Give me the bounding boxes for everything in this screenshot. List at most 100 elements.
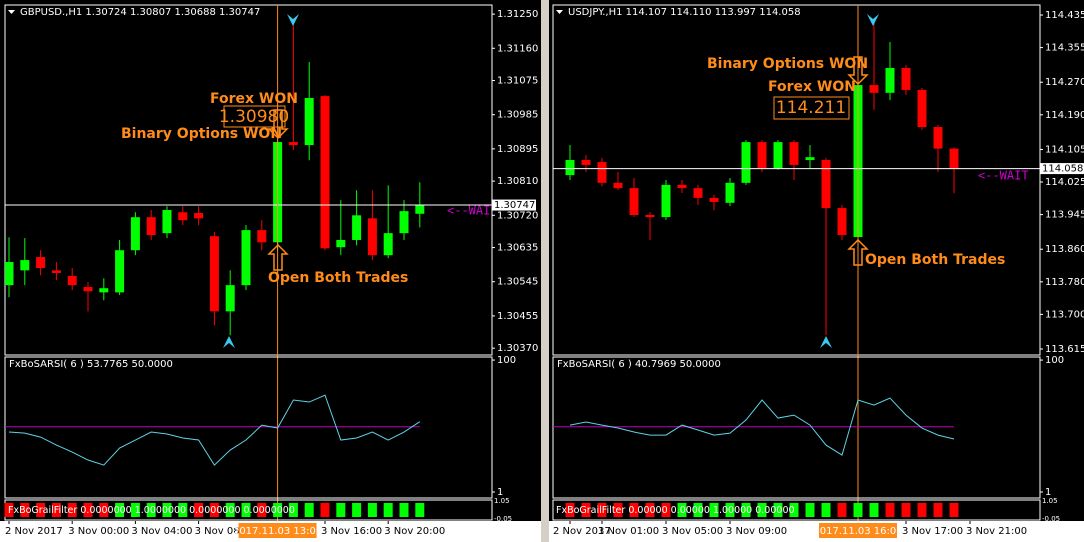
candle-body	[693, 188, 703, 198]
x-tick-label: 2 Nov 2017	[5, 526, 63, 537]
y-tick-label: 113.615	[1045, 344, 1084, 355]
annotation: Open Both Trades	[268, 270, 408, 286]
filter-bar	[83, 503, 93, 517]
annotation: Binary Options WON	[707, 56, 868, 72]
filter-bar	[629, 503, 639, 517]
crosshair-label: 2017.11.03 13:00	[233, 526, 322, 537]
y-tick-label: 1.30370	[497, 343, 538, 354]
filter-bar	[661, 503, 671, 517]
candle-body	[415, 205, 425, 214]
candle-body	[146, 217, 156, 236]
filter-bar	[709, 503, 719, 517]
filter-bar	[399, 503, 409, 517]
filter-bar	[304, 503, 314, 517]
filter-bar	[597, 503, 607, 517]
candle-body	[949, 148, 959, 169]
candle-body	[67, 276, 77, 286]
candle-body	[757, 142, 767, 169]
y-tick-label: 114.105	[1045, 144, 1084, 155]
candle-body	[99, 288, 109, 293]
filter-bar	[225, 503, 235, 517]
filter-bar	[178, 503, 188, 517]
candle-body	[5, 261, 14, 286]
annotation: 114.211	[776, 98, 846, 118]
filter-bar	[36, 503, 46, 517]
filter-bar	[805, 503, 815, 517]
annotation: Binary Options WON	[121, 126, 282, 142]
filter-bar	[725, 503, 735, 517]
filter-bar	[869, 503, 879, 517]
candle-body	[629, 188, 639, 216]
signal-marker	[820, 336, 832, 348]
candle-body	[725, 182, 735, 203]
filter-bar	[146, 503, 156, 517]
symbol-title: GBPUSD.,H1 1.30724 1.30807 1.30688 1.307…	[20, 7, 260, 18]
y-tick-label: 1.30985	[497, 110, 538, 121]
filter-bar	[821, 503, 831, 517]
y-tick-label: 1	[497, 487, 503, 498]
candle-body	[115, 250, 125, 293]
y-tick-label: 1.31160	[497, 43, 538, 54]
x-tick-label: 3 Nov 16:00	[321, 526, 382, 537]
candle-body	[613, 182, 623, 189]
annotation: <--WAIT	[447, 204, 498, 218]
candle-body	[20, 260, 30, 271]
candle-body	[789, 142, 799, 165]
trade-arrow	[267, 109, 289, 140]
y-tick-label: 1.05	[1042, 497, 1058, 505]
crosshair-label-box	[819, 523, 897, 538]
candle-body	[773, 142, 783, 169]
y-tick-label: 113.860	[1045, 244, 1084, 255]
candle-body	[383, 233, 393, 256]
candle-body	[399, 211, 409, 234]
filter-bar	[773, 503, 783, 517]
menu-triangle	[556, 10, 563, 14]
candle-body	[581, 160, 591, 165]
x-tick-label: 3 Nov 21:00	[966, 526, 1027, 537]
filter-bar	[757, 503, 767, 517]
candle-body	[83, 287, 93, 292]
y-tick-label: 1.30545	[497, 277, 538, 288]
filter-bar	[383, 503, 393, 517]
candle-body	[597, 162, 607, 183]
filter-bar	[162, 503, 172, 517]
filter-pane-border	[552, 499, 1041, 521]
symbol-title: USDJPY.,H1 114.107 114.110 113.997 114.0…	[568, 7, 801, 18]
trade-arrow	[847, 238, 869, 266]
y-tick-label: 114.270	[1045, 77, 1084, 88]
annotation: Forex WON	[768, 79, 856, 95]
candle-body	[162, 209, 172, 234]
current-price-box	[492, 199, 536, 211]
filter-bar	[241, 503, 251, 517]
y-tick-label: 113.780	[1045, 277, 1084, 288]
y-tick-label: 113.700	[1045, 309, 1084, 320]
annotations: Binary Options WON Forex WON 114.211 Open B…	[707, 56, 1029, 268]
filter-bar	[565, 503, 575, 517]
current-price-label: 1.30747	[494, 200, 535, 211]
candle-body	[661, 184, 671, 218]
candle-body	[805, 157, 815, 161]
annotation-box	[773, 96, 850, 120]
x-tick-label: 3 Nov 01:00	[598, 526, 659, 537]
trade-arrow	[267, 243, 289, 271]
candle-body	[130, 217, 140, 251]
filter-bar	[20, 503, 30, 517]
x-tick-label: 3 Nov 08:00	[195, 526, 256, 537]
candle-body	[709, 197, 719, 202]
candle-body	[741, 142, 751, 183]
indicator-line	[8, 394, 421, 466]
filter-bar	[367, 503, 377, 517]
candle-body	[225, 285, 235, 312]
right-window	[549, 0, 1084, 521]
x-tick-label: 3 Nov 17:00	[902, 526, 963, 537]
filter-bar	[352, 503, 362, 517]
candle-body	[645, 215, 655, 218]
y-tick-label: 1.30635	[497, 243, 538, 254]
y-tick-label: -0.05	[1042, 515, 1060, 523]
filter-title: FxBoGrailFilter 0.0000000 1.0000000 0.00…	[8, 505, 295, 516]
x-tick-label: 3 Nov 00:00	[68, 526, 129, 537]
candle-body	[241, 230, 251, 286]
candle-body	[901, 67, 911, 90]
candle-body	[36, 257, 46, 269]
y-tick-label: 1.30720	[497, 210, 538, 221]
